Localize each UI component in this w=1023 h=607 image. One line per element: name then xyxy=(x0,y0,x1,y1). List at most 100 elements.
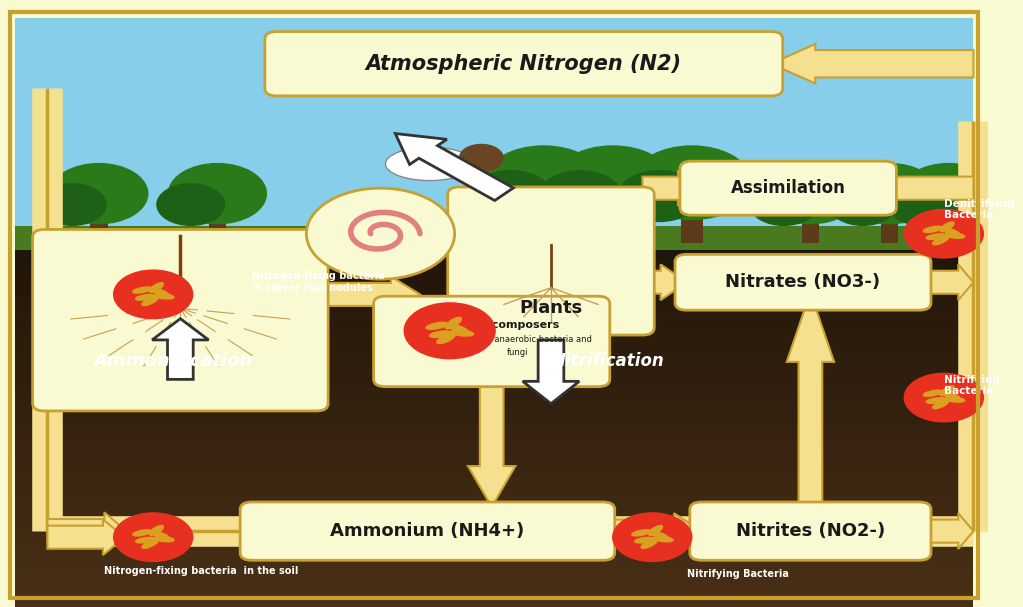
Circle shape xyxy=(50,164,147,224)
Circle shape xyxy=(888,184,955,225)
Ellipse shape xyxy=(136,537,154,543)
Ellipse shape xyxy=(149,526,164,535)
FancyArrow shape xyxy=(47,512,127,550)
Bar xyxy=(209,210,226,243)
Ellipse shape xyxy=(149,283,164,293)
Ellipse shape xyxy=(933,400,948,409)
Ellipse shape xyxy=(641,540,657,548)
FancyArrow shape xyxy=(919,514,974,549)
FancyArrow shape xyxy=(603,514,702,549)
Ellipse shape xyxy=(654,537,673,542)
Ellipse shape xyxy=(154,537,174,542)
FancyArrow shape xyxy=(791,171,974,205)
Ellipse shape xyxy=(924,390,942,396)
Text: Decomposers: Decomposers xyxy=(475,320,560,330)
FancyArrow shape xyxy=(642,171,692,206)
Bar xyxy=(14,387,974,407)
FancyArrow shape xyxy=(593,265,686,300)
FancyBboxPatch shape xyxy=(373,296,610,387)
FancyBboxPatch shape xyxy=(448,187,655,335)
Text: Ammonium (NH4+): Ammonium (NH4+) xyxy=(330,522,525,540)
Bar xyxy=(14,242,974,261)
FancyArrow shape xyxy=(919,265,974,300)
FancyArrow shape xyxy=(47,520,125,555)
Bar xyxy=(14,296,974,316)
FancyBboxPatch shape xyxy=(690,502,931,560)
Bar xyxy=(14,442,974,461)
Circle shape xyxy=(761,164,859,224)
Bar xyxy=(801,210,819,243)
FancyArrow shape xyxy=(395,134,514,200)
Text: Denitrifying
Bacteria: Denitrifying Bacteria xyxy=(944,198,1014,220)
Bar xyxy=(14,333,974,352)
Bar xyxy=(14,533,974,552)
Circle shape xyxy=(114,513,192,561)
Ellipse shape xyxy=(940,386,954,396)
Bar xyxy=(14,369,974,388)
Ellipse shape xyxy=(926,234,945,239)
Ellipse shape xyxy=(386,147,475,181)
Bar xyxy=(14,351,974,370)
Text: fungi: fungi xyxy=(506,348,528,358)
FancyArrow shape xyxy=(787,293,834,509)
Ellipse shape xyxy=(945,397,965,402)
Ellipse shape xyxy=(942,228,960,236)
Bar xyxy=(14,588,974,607)
Text: Nitrifying Bacteria: Nitrifying Bacteria xyxy=(686,569,789,578)
Ellipse shape xyxy=(133,287,151,293)
Text: Nitrification: Nitrification xyxy=(551,352,664,370)
FancyArrow shape xyxy=(152,319,209,379)
Bar xyxy=(940,210,958,243)
Circle shape xyxy=(114,270,192,319)
Circle shape xyxy=(539,171,621,222)
Bar xyxy=(14,515,974,534)
Circle shape xyxy=(632,146,752,220)
Text: Assimilation: Assimilation xyxy=(730,179,846,197)
Circle shape xyxy=(38,184,106,225)
Bar xyxy=(681,203,703,243)
Bar xyxy=(14,278,974,297)
Circle shape xyxy=(169,164,266,224)
Circle shape xyxy=(157,184,224,225)
Ellipse shape xyxy=(933,236,948,245)
Bar xyxy=(14,497,974,516)
Circle shape xyxy=(484,146,604,220)
Text: aerobic and anaerobic bacteria and: aerobic and anaerobic bacteria and xyxy=(442,336,592,344)
FancyArrow shape xyxy=(523,340,579,404)
Ellipse shape xyxy=(142,540,158,548)
FancyArrow shape xyxy=(771,44,974,83)
Text: Ammonification: Ammonification xyxy=(93,352,253,370)
Text: Nitrogen-fixing bacteria  in the soil: Nitrogen-fixing bacteria in the soil xyxy=(103,566,298,575)
Bar xyxy=(14,551,974,571)
FancyArrow shape xyxy=(47,277,125,312)
Text: Nitrites (NO2-): Nitrites (NO2-) xyxy=(736,522,885,540)
Circle shape xyxy=(613,513,692,561)
Ellipse shape xyxy=(649,526,663,535)
FancyBboxPatch shape xyxy=(33,229,328,411)
Text: Plants: Plants xyxy=(520,299,583,317)
Text: Nitrifying
Bacteria: Nitrifying Bacteria xyxy=(944,375,999,396)
Bar xyxy=(602,203,624,243)
Bar xyxy=(881,210,898,243)
Ellipse shape xyxy=(942,392,960,399)
Circle shape xyxy=(553,146,672,220)
Ellipse shape xyxy=(437,334,455,344)
Bar xyxy=(14,405,974,425)
Bar xyxy=(14,569,974,589)
Circle shape xyxy=(904,209,983,258)
Ellipse shape xyxy=(632,530,651,536)
Circle shape xyxy=(470,171,552,222)
Ellipse shape xyxy=(430,331,451,337)
Circle shape xyxy=(306,188,454,279)
Ellipse shape xyxy=(924,226,942,232)
FancyBboxPatch shape xyxy=(680,161,896,215)
Bar xyxy=(14,424,974,443)
Ellipse shape xyxy=(635,537,654,543)
Circle shape xyxy=(404,303,495,359)
Circle shape xyxy=(459,144,503,171)
Bar xyxy=(90,210,107,243)
Bar xyxy=(14,260,974,279)
Ellipse shape xyxy=(945,233,965,239)
Bar xyxy=(14,460,974,480)
Circle shape xyxy=(904,373,983,422)
